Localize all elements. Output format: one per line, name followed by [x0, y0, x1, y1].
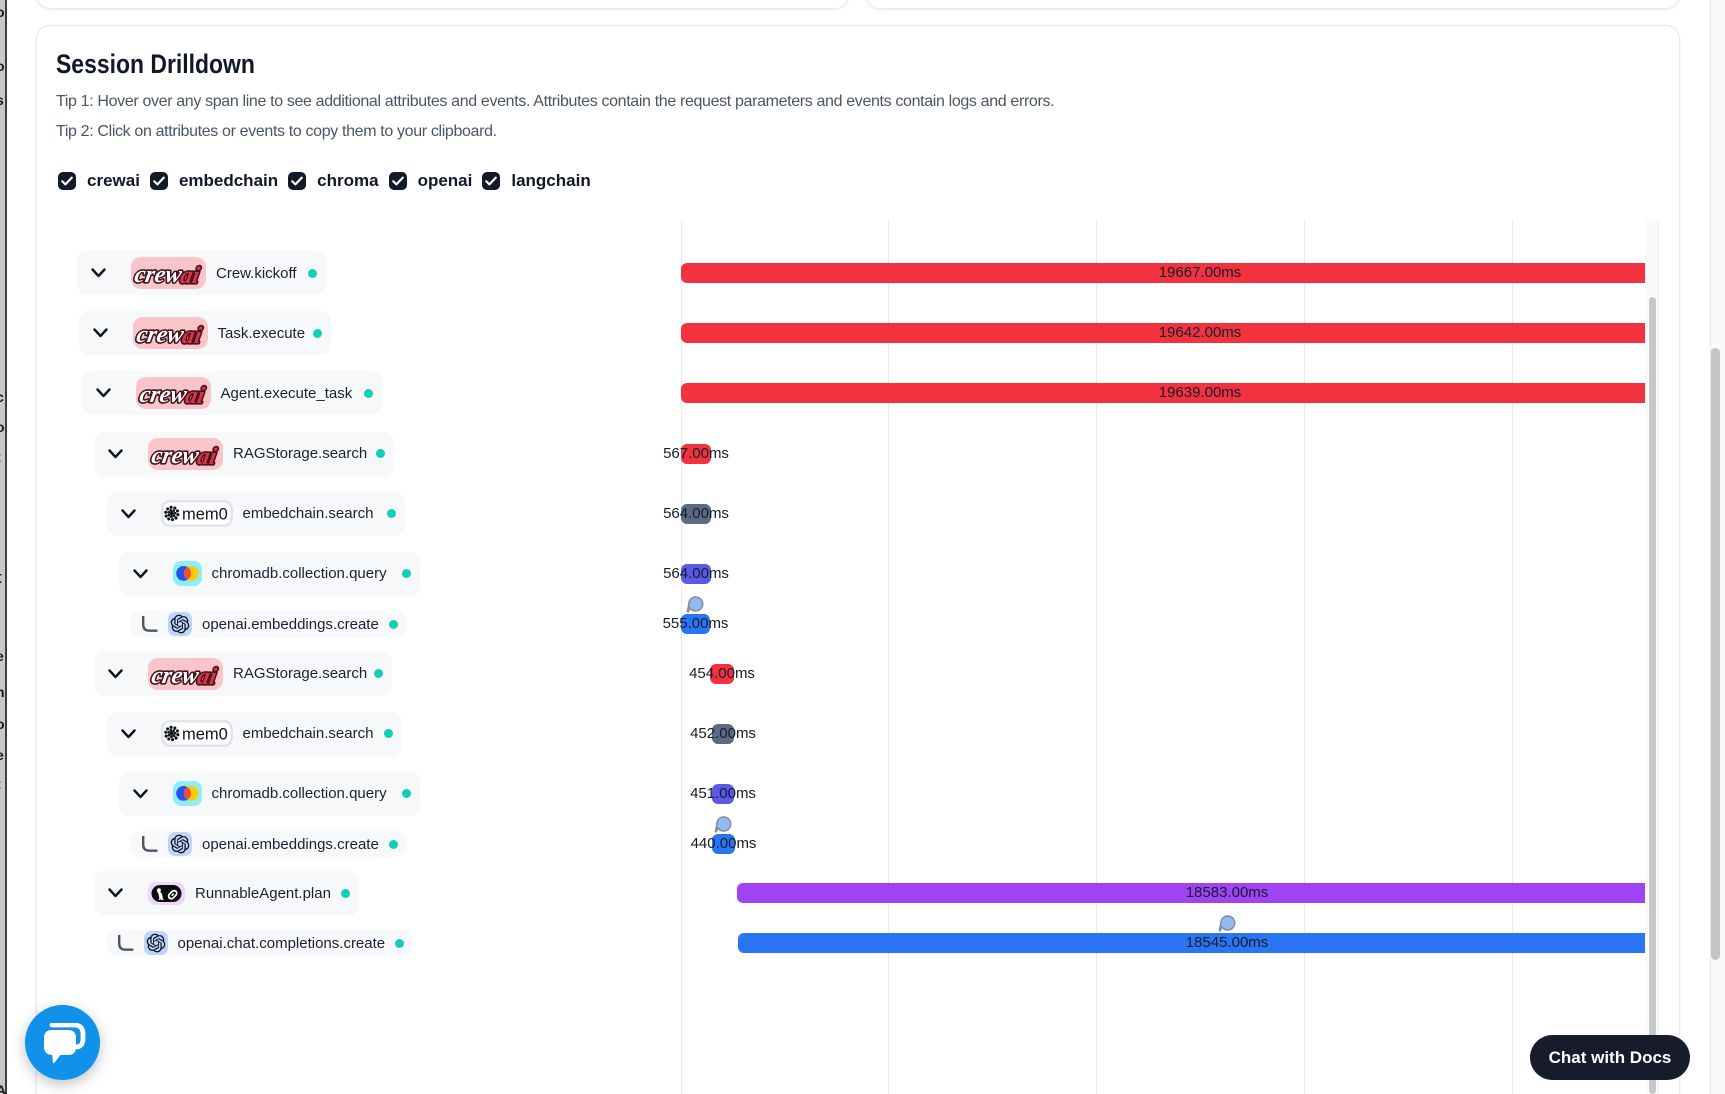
svg-text:ai: ai — [180, 322, 204, 349]
svg-text:crew: crew — [150, 662, 202, 689]
svg-text:ai: ai — [183, 382, 207, 409]
svg-text:crew: crew — [134, 321, 186, 348]
svg-text:ai: ai — [195, 443, 219, 470]
svg-text:mem0: mem0 — [182, 506, 228, 524]
svg-text:ai: ai — [195, 663, 219, 690]
svg-text:mem0: mem0 — [182, 726, 228, 744]
svg-text:crew: crew — [133, 261, 185, 288]
svg-text:crew: crew — [150, 442, 202, 469]
svg-text:crew: crew — [137, 381, 189, 408]
svg-text:ai: ai — [178, 262, 202, 289]
